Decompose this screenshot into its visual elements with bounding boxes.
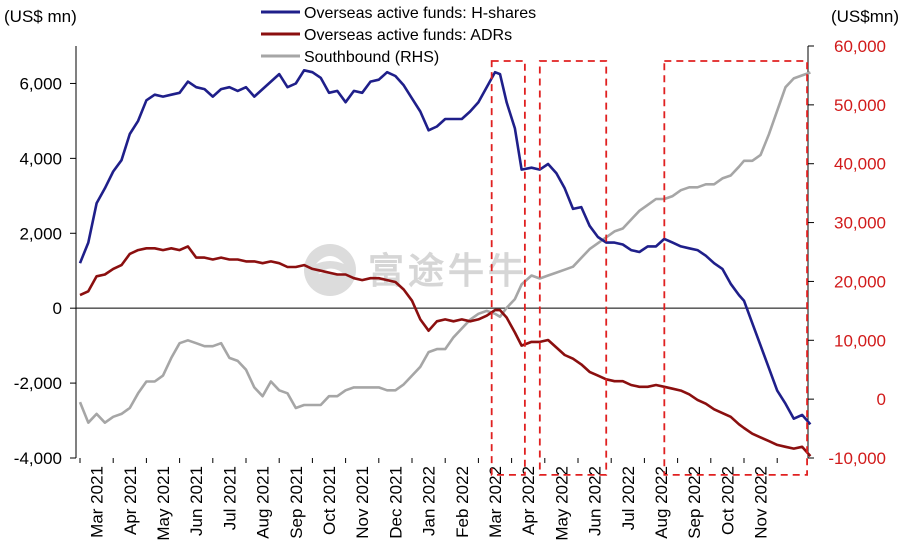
legend-label-h-shares: Overseas active funds: H-shares bbox=[304, 5, 536, 22]
x-tick-label: Apr 2021 bbox=[121, 466, 140, 535]
highlight-boxes bbox=[490, 60, 808, 476]
right-tick-label: -10,000 bbox=[828, 449, 886, 468]
x-tick-label: May 2022 bbox=[552, 466, 571, 541]
x-tick-label: Dec 2021 bbox=[386, 466, 405, 539]
right-tick-label: 30,000 bbox=[834, 214, 886, 233]
x-tick-label: Aug 2022 bbox=[652, 466, 671, 539]
x-tick-label: Jul 2021 bbox=[220, 466, 239, 530]
legend-item-adrs: Overseas active funds: ADRs bbox=[261, 27, 512, 44]
left-tick-label: 4,000 bbox=[19, 149, 62, 168]
highlight-box bbox=[490, 60, 526, 476]
x-tick-label: Jun 2022 bbox=[586, 466, 605, 536]
right-axis-title: (US$mn) bbox=[831, 7, 899, 26]
x-tick-label: Nov 2022 bbox=[752, 466, 771, 539]
right-tick-label: 50,000 bbox=[834, 96, 886, 115]
futu-logo-icon bbox=[304, 244, 356, 296]
x-tick-label: Mar 2021 bbox=[88, 466, 107, 538]
legend-item-h-shares: Overseas active funds: H-shares bbox=[261, 5, 536, 22]
x-tick-label: May 2021 bbox=[154, 466, 173, 541]
series-line-southbound bbox=[78, 71, 811, 425]
x-tick-label: Jun 2021 bbox=[187, 466, 206, 536]
left-axis-ticks: 6,000 4,000 2,000 0 -2,000 -4,000 bbox=[14, 74, 76, 468]
x-tick-label: Sep 2022 bbox=[685, 466, 704, 539]
legend-label-adrs: Overseas active funds: ADRs bbox=[304, 27, 512, 44]
legend-item-southbound: Southbound (RHS) bbox=[261, 49, 439, 66]
right-tick-label: 40,000 bbox=[834, 155, 886, 174]
x-tick-label: Oct 2021 bbox=[320, 466, 339, 535]
left-tick-label: -2,000 bbox=[14, 374, 62, 393]
left-axis-title: (US$ mn) bbox=[4, 7, 77, 26]
x-tick-label: Sep 2021 bbox=[287, 466, 306, 539]
x-tick-label: Apr 2022 bbox=[519, 466, 538, 535]
x-tick-label: Jan 2022 bbox=[420, 466, 439, 536]
right-tick-label: 20,000 bbox=[834, 272, 886, 291]
series-line-adrs bbox=[79, 245, 812, 457]
x-tick-label: Mar 2022 bbox=[486, 466, 505, 538]
series-line-h-shares bbox=[78, 69, 812, 426]
x-tick-label: Aug 2021 bbox=[254, 466, 273, 539]
left-tick-label: 0 bbox=[53, 299, 62, 318]
legend-label-southbound: Southbound (RHS) bbox=[304, 49, 439, 66]
watermark-text: 富途牛牛 bbox=[368, 250, 528, 291]
x-tick-label: Nov 2021 bbox=[353, 466, 372, 539]
left-tick-label: 6,000 bbox=[19, 74, 62, 93]
x-tick-label: Jul 2022 bbox=[619, 466, 638, 530]
right-tick-label: 0 bbox=[877, 390, 886, 409]
x-axis: Mar 2021 Apr 2021 May 2021 Jun 2021 Jul 2021… bbox=[76, 307, 808, 541]
right-tick-label: 10,000 bbox=[834, 331, 886, 350]
series-layer bbox=[78, 69, 812, 457]
x-tick-label: Feb 2022 bbox=[453, 466, 472, 538]
highlight-box bbox=[663, 60, 808, 476]
left-tick-label: -4,000 bbox=[14, 449, 62, 468]
legend: Overseas active funds: H-shares Overseas… bbox=[261, 5, 536, 66]
x-tick-label: Oct 2022 bbox=[718, 466, 737, 535]
right-axis-ticks: 60,000 50,000 40,000 30,000 20,000 10,000 0 -10… bbox=[808, 37, 886, 468]
watermark: 富途牛牛 bbox=[304, 244, 528, 296]
left-tick-label: 2,000 bbox=[19, 224, 62, 243]
right-tick-label: 60,000 bbox=[834, 37, 886, 56]
